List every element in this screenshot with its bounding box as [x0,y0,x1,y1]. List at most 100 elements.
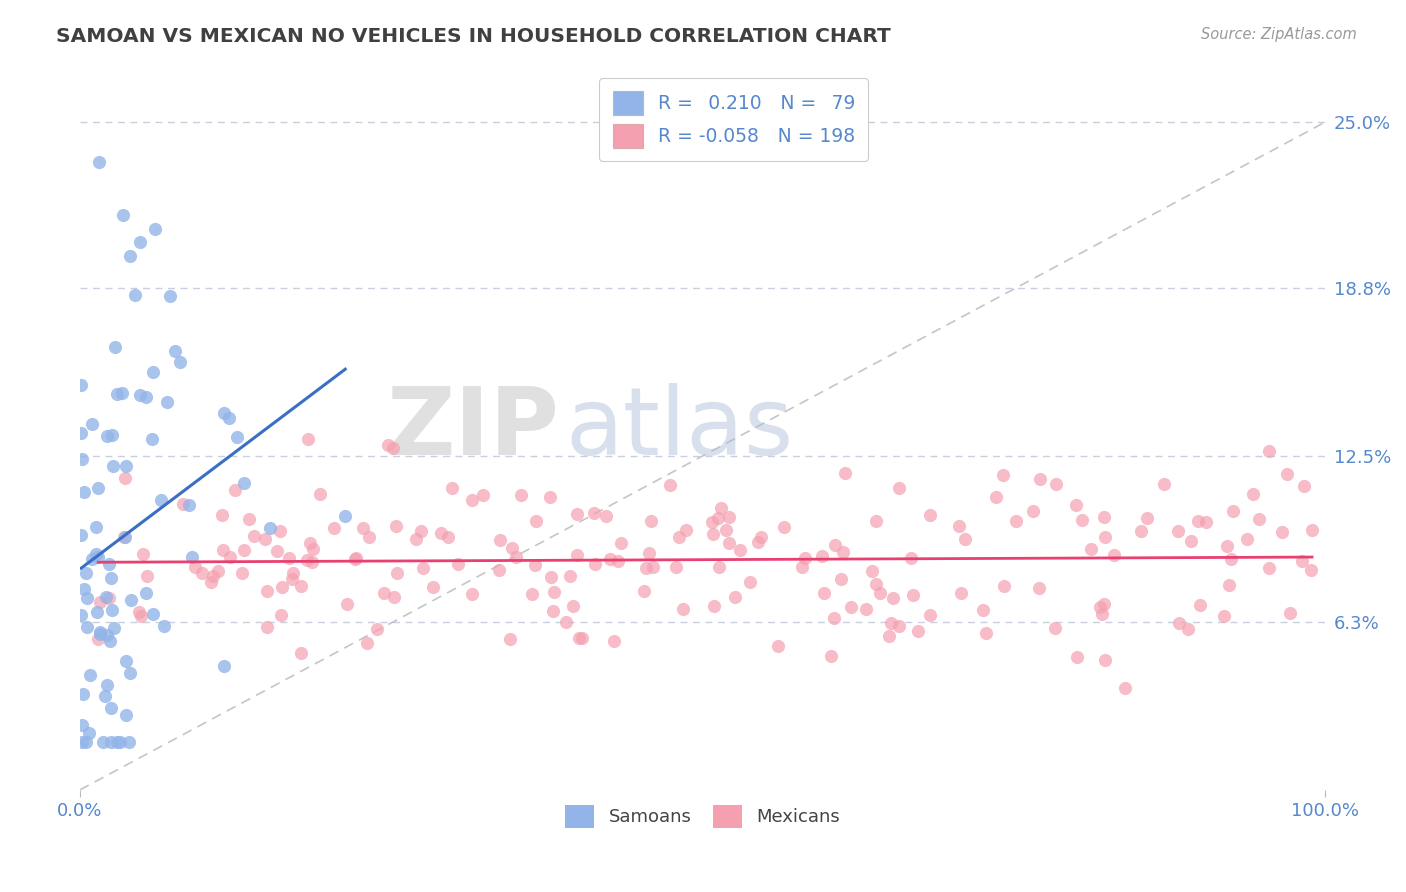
Point [132,547,155,561]
Point [70,718,93,732]
Point [135,390,157,404]
Point [409,524,432,539]
Point [256,620,278,634]
Point [124,288,146,302]
Point [373,585,395,599]
Point [70,528,93,542]
Point [948,519,970,533]
Point [567,507,589,521]
Point [831,545,853,559]
Point [974,626,997,640]
Point [70,377,93,392]
Point [901,588,924,602]
Point [1092,510,1115,524]
Point [1180,534,1202,549]
Point [1092,597,1115,611]
Point [583,557,606,571]
Point [111,385,134,400]
Point [114,471,136,485]
Point [543,585,565,599]
Point [200,575,222,590]
Point [87,549,110,564]
Point [1271,524,1294,539]
Point [811,549,834,564]
Point [266,544,288,558]
Point [169,355,191,369]
Point [238,511,260,525]
Point [499,632,522,647]
Point [105,387,128,401]
Point [211,508,233,523]
Point [277,550,299,565]
Point [749,530,772,544]
Point [94,689,117,703]
Point [73,582,96,596]
Point [538,490,561,504]
Point [412,560,434,574]
Point [1045,477,1067,491]
Point [129,388,152,402]
Point [865,515,887,529]
Point [1291,554,1313,568]
Point [366,622,388,636]
Point [295,553,318,567]
Point [505,549,527,564]
Point [290,579,312,593]
Point [447,558,470,572]
Point [72,735,94,749]
Point [794,551,817,566]
Point [1187,514,1209,528]
Point [98,591,121,606]
Point [523,558,546,572]
Point [115,654,138,668]
Point [554,615,576,630]
Point [100,571,122,585]
Point [118,248,141,262]
Point [232,475,254,490]
Point [159,288,181,302]
Point [114,530,136,544]
Point [1216,539,1239,553]
Point [270,580,292,594]
Point [352,521,374,535]
Point [70,607,93,622]
Point [100,428,122,442]
Point [89,595,111,609]
Point [747,534,769,549]
Point [437,530,460,544]
Point [172,497,194,511]
Point [297,432,319,446]
Point [865,576,887,591]
Point [1090,599,1112,614]
Point [510,488,533,502]
Point [202,569,225,583]
Point [212,658,235,673]
Point [128,605,150,619]
Point [308,487,330,501]
Point [1029,471,1052,485]
Point [766,640,789,654]
Point [100,735,122,749]
Point [1258,443,1281,458]
Point [773,519,796,533]
Point [73,484,96,499]
Point [384,519,406,533]
Point [1168,616,1191,631]
Point [207,564,229,578]
Point [595,508,617,523]
Point [703,599,725,614]
Point [824,538,846,552]
Point [1153,476,1175,491]
Point [344,550,367,565]
Point [269,524,291,538]
Point [889,481,911,495]
Point [461,492,484,507]
Point [323,521,346,535]
Point [135,586,157,600]
Point [242,529,264,543]
Point [707,559,730,574]
Point [638,546,661,560]
Point [91,735,114,749]
Point [1094,653,1116,667]
Point [541,604,564,618]
